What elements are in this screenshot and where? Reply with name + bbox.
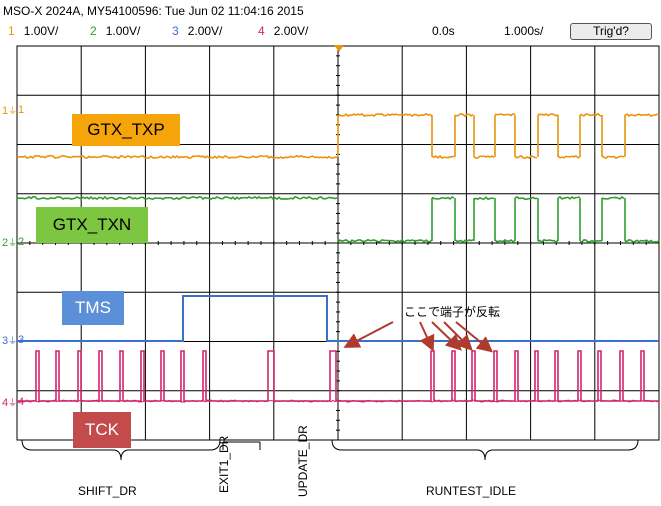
annotation-arrow	[456, 322, 490, 350]
txp-segment	[515, 156, 537, 158]
channel-4-ref-label: 4	[18, 396, 24, 408]
txp-low-segment	[17, 156, 337, 158]
channel-1-ground-marker[interactable]: 1⏚	[2, 104, 17, 117]
runtest-idle-label: RUNTEST_IDLE	[426, 484, 516, 498]
txn-segment	[338, 240, 432, 242]
runtest-idle-brace	[332, 440, 638, 460]
txp-segment	[474, 156, 494, 158]
exit1-dr-label: EXIT1_DR	[217, 436, 231, 493]
tms-label: TMS	[62, 291, 124, 325]
channel-3-ground-marker[interactable]: 3⏚	[2, 334, 17, 347]
txp-segment	[625, 114, 659, 116]
pin-inversion-annotation: ここで端子が反転	[404, 303, 500, 320]
txp-label: GTX_TXP	[72, 114, 180, 146]
channel-3-ref-label: 3	[18, 334, 24, 346]
grid	[17, 46, 659, 440]
annotation-arrow	[347, 322, 393, 346]
channel-2-ground-marker[interactable]: 2⏚	[2, 236, 17, 249]
txn-segment	[558, 197, 580, 199]
txp-segment	[580, 114, 602, 116]
txp-segment	[432, 156, 454, 158]
txn-segment	[538, 240, 558, 242]
txp-segment	[495, 114, 515, 116]
txn-segment	[474, 197, 494, 199]
txn-segment	[515, 197, 537, 199]
channel-4-ground-marker[interactable]: 4⏚	[2, 396, 17, 409]
annotation-arrows	[347, 322, 490, 350]
update-dr-label: UPDATE_DR	[296, 425, 310, 497]
txp-segment	[602, 156, 624, 158]
tck-label: TCK	[73, 412, 131, 448]
txn-segment	[432, 197, 454, 199]
txp-segment	[558, 156, 580, 158]
txp-segment	[455, 114, 473, 116]
annotation-arrow	[432, 322, 459, 348]
txn-segment	[625, 240, 659, 242]
annotation-arrow	[420, 322, 432, 348]
channel-1-ref-label: 1	[18, 104, 24, 116]
txp-segment	[538, 114, 558, 116]
txn-segment	[455, 240, 473, 242]
txn-segment	[602, 197, 624, 199]
trigger-position-marker[interactable]	[334, 45, 344, 52]
txn-high-segment	[17, 197, 337, 199]
channel-2-ref-label: 2	[18, 236, 24, 248]
txn-segment	[580, 240, 602, 242]
shift-dr-label: SHIFT_DR	[78, 484, 137, 498]
txn-label: GTX_TXN	[36, 207, 148, 243]
txp-segment	[338, 114, 432, 116]
